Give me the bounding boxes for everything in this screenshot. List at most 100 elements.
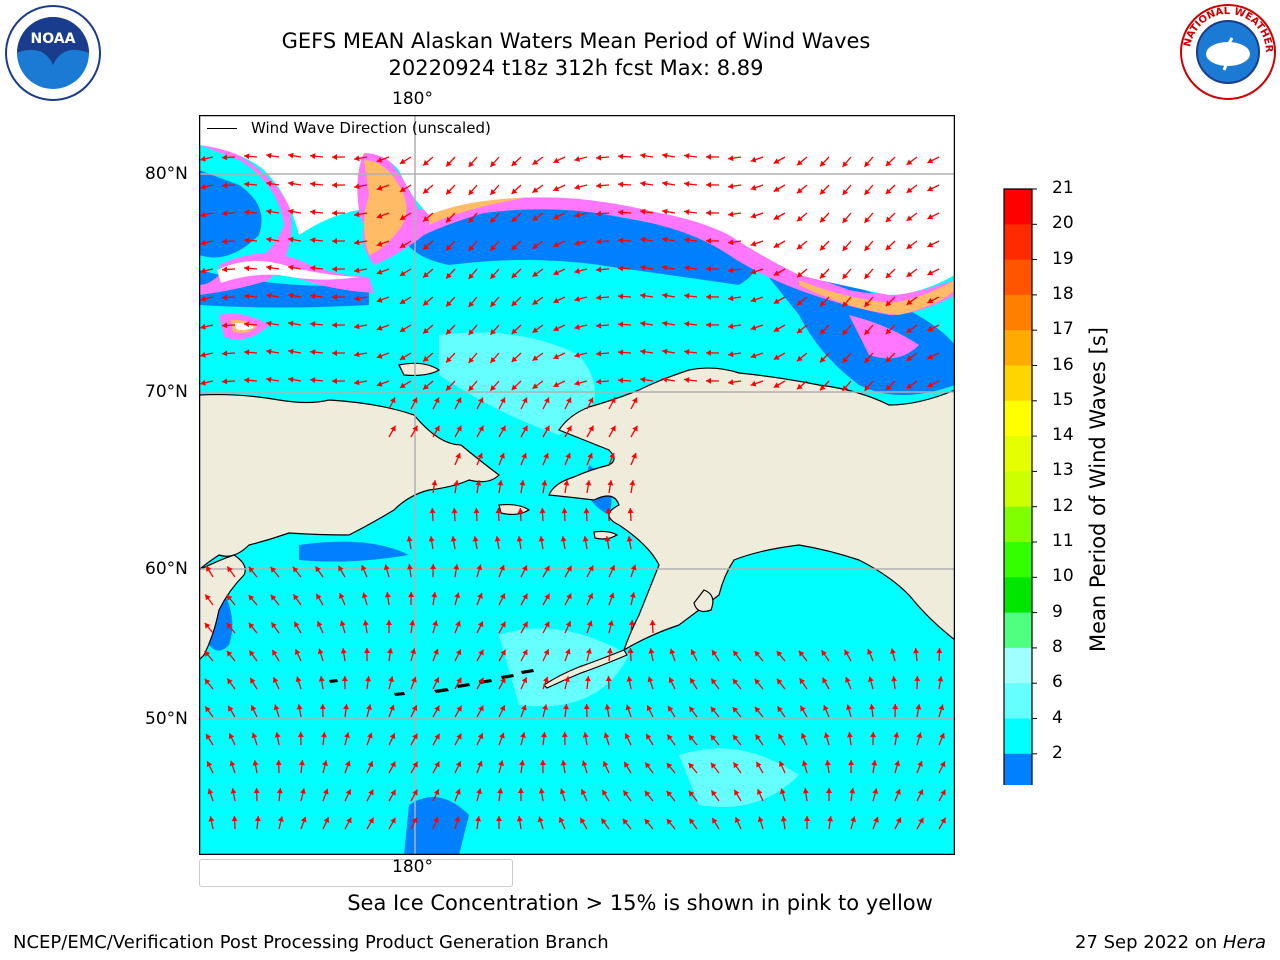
wave-arrow-head: [532, 383, 539, 389]
wave-arrow-head: [341, 676, 348, 681]
colorbar-band: [1004, 294, 1032, 331]
wave-arrow-head: [204, 651, 211, 657]
wave-arrow-head: [317, 621, 323, 627]
wave-arrow-head: [399, 354, 406, 360]
wave-arrow-head: [895, 817, 902, 824]
wave-arrow-head: [244, 293, 250, 300]
wave-arrow-head: [864, 301, 870, 307]
wave-arrow-head: [477, 453, 483, 459]
wave-arrow-head: [610, 425, 616, 432]
chart-title-line1: GEFS MEAN Alaskan Waters Mean Period of …: [281, 29, 871, 53]
wave-arrow-head: [517, 508, 524, 514]
wave-arrow-head: [801, 760, 808, 767]
wave-arrow-head: [618, 209, 624, 216]
run-machine: Hera: [1222, 932, 1266, 953]
wave-arrow-head: [266, 152, 272, 159]
wave-arrow-head: [500, 677, 506, 684]
colorbar-tick-label: 21: [1052, 178, 1074, 198]
wave-arrow-head: [890, 648, 896, 654]
colorbar-band: [1004, 471, 1032, 508]
wave-arrow-head: [580, 789, 587, 795]
wave-arrow-head: [927, 353, 934, 360]
wave-arrow-head: [776, 678, 783, 685]
wave-arrow-head: [710, 706, 717, 713]
wave-arrow-head: [624, 761, 630, 768]
wave-arrow-head: [906, 327, 913, 333]
colorbar-band: [1004, 506, 1032, 543]
wave-arrow-head: [802, 788, 809, 794]
wave-arrow-head: [434, 705, 440, 712]
wave-arrow-head: [229, 760, 236, 767]
wave-arrow-head: [433, 648, 439, 655]
wave-arrow-head: [917, 761, 923, 767]
wave-arrow-head: [618, 293, 624, 300]
wave-arrow-head: [773, 382, 780, 388]
wave-arrow-head: [430, 564, 437, 569]
wave-arrow-head: [446, 244, 452, 251]
wave-arrow-head: [522, 621, 528, 628]
wave-arrow-head: [750, 212, 757, 219]
wave-arrow-head: [544, 425, 550, 432]
wave-arrow-head: [292, 566, 299, 573]
wave-arrow-head: [399, 242, 406, 248]
wave-arrow-head: [478, 677, 484, 684]
wave-arrow-head: [332, 322, 337, 329]
wave-arrow-head: [222, 378, 228, 385]
wave-arrow-head: [605, 508, 612, 514]
wave-arrow-head: [627, 648, 634, 654]
wave-arrow-head: [632, 425, 638, 432]
wave-arrow-head: [631, 453, 637, 459]
wave-arrow-head: [893, 732, 900, 738]
wave-arrow-head: [711, 790, 717, 797]
wave-arrow-head: [586, 620, 593, 627]
colorbar-band: [1004, 753, 1032, 790]
wave-arrow-head: [399, 214, 406, 220]
wave-arrow-head: [478, 425, 484, 432]
wave-arrow-head: [511, 272, 518, 278]
wave-arrow-head: [456, 397, 462, 404]
wave-arrow-head: [222, 350, 228, 357]
wave-arrow-head: [472, 536, 479, 542]
wave-arrow-head: [574, 380, 580, 386]
wave-arrow-head: [390, 425, 396, 432]
wave-arrow-head: [499, 453, 505, 459]
wave-arrow-head: [412, 789, 418, 796]
wave-arrow-head: [266, 292, 272, 299]
wave-arrow-head: [607, 620, 614, 626]
wave-arrow-head: [553, 381, 560, 388]
wave-arrow-head: [684, 265, 690, 271]
wave-arrow-head: [200, 267, 206, 274]
wave-arrow-head: [773, 298, 780, 304]
wave-arrow-head: [561, 508, 568, 514]
wave-arrow-head: [310, 209, 316, 216]
colorbar-band: [1004, 189, 1032, 225]
wave-arrow-head: [662, 320, 668, 327]
wave-arrow-head: [689, 818, 695, 825]
wave-arrow-head: [338, 565, 344, 572]
wave-arrow-head: [497, 480, 504, 486]
wave-arrow-head: [609, 453, 615, 459]
wave-arrow-head: [310, 181, 316, 188]
wave-arrow-head: [801, 733, 807, 739]
wave-arrow-head: [434, 397, 440, 404]
wave-arrow-head: [574, 184, 580, 190]
wave-arrow-head: [626, 676, 633, 682]
wave-arrow-head: [906, 187, 913, 193]
wave-arrow-head: [798, 650, 805, 657]
wave-arrow-head: [399, 158, 406, 164]
colorbar-tick-label: 18: [1052, 283, 1074, 304]
wave-arrow-head: [455, 788, 461, 795]
wave-arrow-head: [499, 565, 505, 571]
wave-arrow-head: [823, 732, 830, 739]
wave-arrow-head: [544, 397, 550, 404]
wave-arrow-head: [208, 816, 215, 822]
wave-arrow-head: [644, 790, 651, 797]
wave-arrow-head: [521, 453, 527, 459]
wave-arrow-head: [429, 508, 436, 514]
wave-arrow-head: [891, 676, 897, 682]
wave-arrow-head: [388, 676, 394, 683]
wave-arrow-head: [623, 790, 629, 797]
wave-arrow-head: [728, 295, 734, 302]
wave-arrow-head: [250, 677, 256, 684]
wave-arrow-head: [200, 211, 206, 218]
